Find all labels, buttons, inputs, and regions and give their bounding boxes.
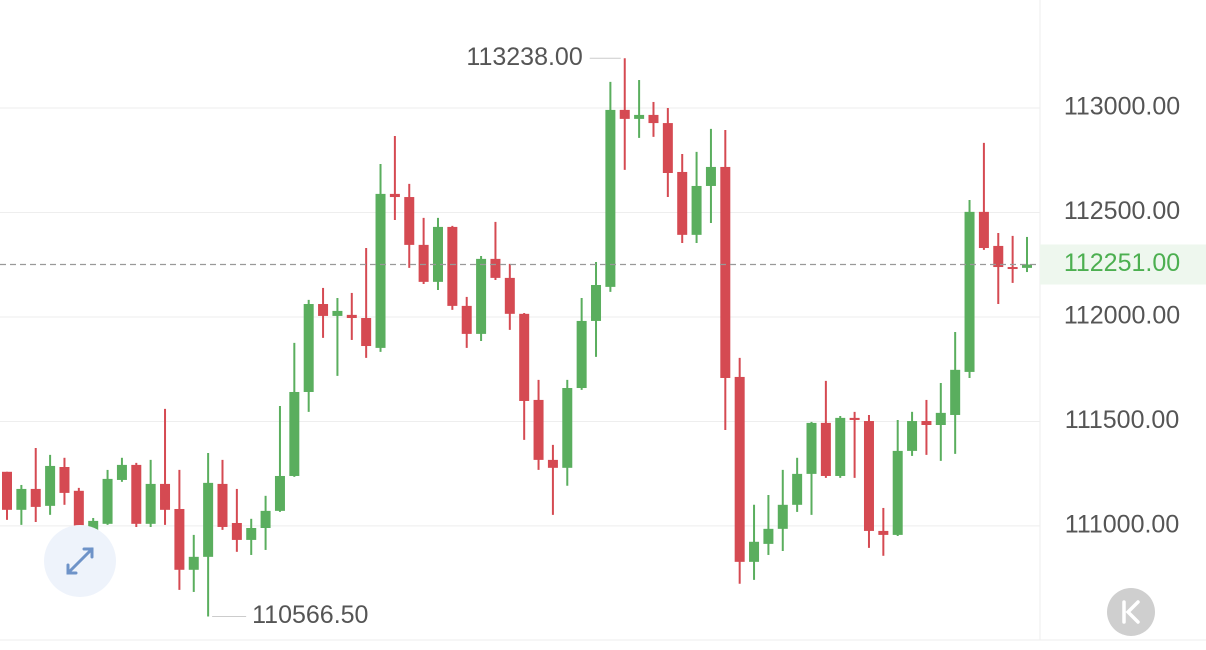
candle-body [318, 304, 329, 316]
candle-body [907, 421, 918, 451]
candle-body [30, 488, 41, 507]
candle-body [231, 522, 242, 540]
y-tick-label: 113000.00 [1064, 93, 1180, 121]
candle-body [447, 226, 458, 306]
candle-body [634, 114, 645, 119]
plot: 111000.00 111500.00 112000.00 112500.00 1130… [0, 43, 1206, 629]
candle-body [2, 471, 12, 510]
candle-body [476, 258, 487, 334]
candle-body [1022, 264, 1032, 268]
candle-body [978, 211, 989, 249]
candle-body [490, 258, 501, 278]
candle-body [246, 528, 257, 540]
candle-body [605, 109, 616, 287]
candle-body [849, 417, 860, 420]
candle-body [619, 109, 630, 119]
candle-body [950, 369, 961, 415]
candle-body [375, 193, 386, 348]
last-price-box [1040, 244, 1206, 285]
candle-body [260, 510, 271, 529]
candle-body [691, 185, 702, 235]
candle-body [303, 304, 314, 392]
candle-body [777, 504, 788, 529]
candle-body [519, 313, 530, 401]
candle-body [73, 490, 84, 541]
candle-body [174, 508, 185, 570]
candle-body [131, 464, 142, 524]
candle-body [547, 459, 558, 468]
back-button[interactable] [1107, 588, 1155, 636]
candle-body [677, 171, 688, 235]
candle-body [432, 226, 443, 282]
low-label: 110566.50 [252, 601, 368, 629]
candle-body [274, 475, 285, 511]
candle-body [102, 478, 113, 524]
candle-body [504, 277, 515, 314]
candle-body [878, 530, 889, 535]
last-price-label: 112251.00 [1064, 249, 1180, 277]
y-tick-label: 111000.00 [1065, 511, 1179, 539]
candle-body [203, 482, 214, 557]
candle-body [289, 391, 300, 476]
candle-body [16, 488, 27, 510]
candle-body [160, 483, 171, 510]
candle-body [116, 464, 127, 480]
candle-body [763, 528, 774, 544]
candle-body [1007, 267, 1018, 270]
candle-body [576, 320, 587, 389]
candle-body [591, 285, 602, 321]
candle-body [892, 450, 903, 535]
candle-body [389, 193, 400, 198]
candle-body [533, 399, 544, 460]
candle-body [648, 114, 659, 124]
candle-body [806, 422, 817, 474]
y-tick-label: 112000.00 [1064, 302, 1180, 330]
candle-body [749, 541, 760, 562]
candle-body [820, 422, 831, 476]
candle-body [863, 421, 874, 531]
candle-body [332, 310, 343, 316]
candle-body [404, 197, 415, 245]
candle-body [217, 483, 228, 527]
candle-body [835, 417, 846, 476]
candle-body [562, 388, 573, 468]
candle-body [45, 465, 56, 506]
candle-body [361, 318, 372, 347]
high-label: 113238.00 [466, 43, 582, 71]
candle-body [993, 245, 1004, 268]
candle-body [734, 376, 745, 562]
expand-button[interactable] [44, 525, 116, 597]
candle-body [461, 305, 472, 334]
y-tick-label: 111500.00 [1065, 406, 1179, 434]
candle-body [59, 466, 70, 493]
candle-body [662, 123, 673, 174]
candle-body [792, 473, 803, 505]
candle-body [418, 244, 429, 282]
candle-body [188, 556, 199, 570]
candle-body [346, 314, 357, 319]
candle-body [705, 166, 716, 186]
candle-body [964, 211, 975, 372]
candle-body [720, 166, 731, 378]
candle-body [145, 483, 156, 524]
candle-body [935, 412, 946, 425]
y-tick-label: 112500.00 [1064, 197, 1180, 225]
candle-body [921, 421, 932, 425]
